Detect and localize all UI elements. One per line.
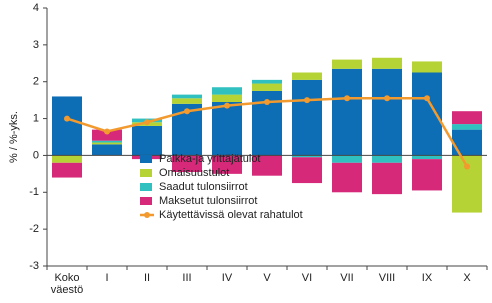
x-tick-label: IX [421,272,433,284]
y-tick-label: 1 [33,112,39,124]
x-tick-label: VII [340,272,354,284]
y-tick-label: 4 [33,2,39,14]
x-tick-label: VIII [378,272,396,284]
bar-segment [92,142,122,145]
bar-segment [92,144,122,156]
bar-segment [372,162,402,195]
legend-label: Maksetut tulonsiirrot [159,195,257,207]
line-point [64,115,70,122]
y-tick-label: 3 [33,39,39,51]
bar-segment [292,157,322,184]
bar-segment [52,155,82,163]
y-tick-label: 0 [33,149,39,161]
line-point [424,95,430,102]
bar-segment [252,79,282,84]
y-tick-label: -3 [29,260,39,272]
bar-segment [92,140,122,143]
bar-segment [52,96,82,156]
legend-marker [144,212,150,218]
bar-segment [172,155,202,173]
bar-segment [252,83,282,91]
bar-segment [332,59,362,69]
bar-segment [452,129,482,156]
bar-segment [372,68,402,156]
line-point [344,95,350,102]
legend-swatch [140,183,152,191]
x-tick-label: Koko väestö [50,272,84,296]
bar-segment [292,155,322,158]
bar-segment [212,101,242,156]
bar-segment [452,111,482,125]
line-point [304,97,310,104]
bar-segment [412,61,442,73]
x-tick-label: IV [221,272,233,284]
line-point [464,163,470,170]
legend-swatch [140,169,152,177]
legend-label: Saadut tulonsiirrot [159,181,248,193]
bar-segment [132,125,162,156]
bar-segment [332,68,362,156]
x-tick-label: III [182,272,192,284]
x-tick-label: V [263,272,271,284]
bar-segment [212,94,242,102]
bar-segment [52,162,82,178]
x-tick-label: X [463,272,471,284]
legend-swatch [140,155,152,163]
y-tick-label: -1 [29,186,39,198]
bar-segment [332,162,362,193]
bar-segment [92,129,122,141]
bar-segment [412,159,442,191]
legend-label: Palkka-ja yrittäjätulot [159,153,261,165]
bar-segment [372,155,402,163]
x-tick-label: VI [301,272,313,284]
line-point [264,98,270,105]
legend-swatch [140,197,152,205]
bar-segment [332,155,362,163]
bar-segment [172,98,202,104]
bar-segment [292,79,322,156]
bar-segment [292,72,322,80]
y-axis-label: % / %-yks. [8,111,20,163]
line-point [224,102,230,109]
bar-segment [172,94,202,99]
y-tick-label: 2 [33,76,39,88]
legend-label: Käytettävissä olevat rahatulot [159,209,303,221]
bar-segment [372,57,402,69]
line-point [104,128,110,135]
bar-segment [252,155,282,176]
legend-label: Omaisuustulot [159,167,229,179]
line-point [384,95,390,102]
bar-segment [452,124,482,130]
x-tick-label: I [105,272,109,284]
bar-segment [212,155,242,174]
bar-segment [212,87,242,95]
y-tick-label: -2 [29,223,39,235]
line-point [144,119,150,126]
x-tick-label: II [143,272,151,284]
line-point [184,108,190,115]
bar-segment [412,155,442,160]
